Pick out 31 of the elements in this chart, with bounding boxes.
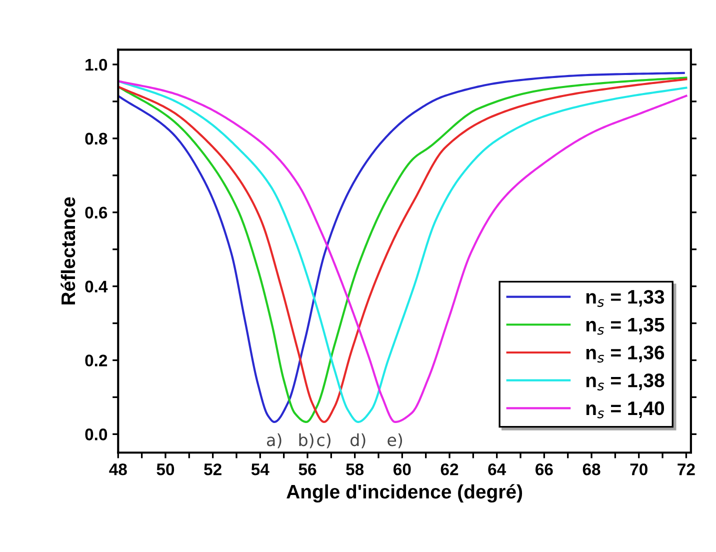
x-tick-label: 68: [582, 463, 600, 476]
x-tick-label: 54: [251, 464, 270, 476]
x-tick-label: 52: [204, 463, 222, 476]
legend-label: n$_{s}$ = 1,36: [586, 346, 664, 363]
x-tick-label: 62: [440, 463, 458, 476]
x-tick-label: 58: [346, 463, 364, 476]
legend-label: n$_{s}$ = 1,38: [586, 374, 664, 390]
y-tick-label: 0.8: [85, 132, 108, 145]
annotation: e): [388, 433, 402, 448]
y-tick-label: 0.4: [85, 280, 108, 292]
x-tick-label: 48: [109, 463, 127, 476]
annotation: b): [299, 433, 314, 448]
x-tick-label: 60: [394, 463, 411, 476]
x-tick-label: 50: [156, 463, 174, 476]
x-tick-label: 64: [488, 463, 506, 476]
annotation: c): [317, 433, 330, 448]
y-tick-label: 0.6: [85, 206, 108, 219]
y-tick-label: 0.2: [85, 354, 108, 366]
y-tick-label: 1.0: [86, 58, 108, 71]
annotation: a): [267, 433, 282, 448]
x-tick-label: 72: [678, 463, 695, 476]
annotation: d): [350, 433, 366, 448]
legend-label: n$_{s}$ = 1,35: [586, 318, 664, 335]
x-tick-label: 70: [630, 463, 648, 476]
y-tick-label: 0.0: [85, 428, 108, 440]
legend-label: n$_{s}$ = 1,33: [586, 290, 664, 307]
x-tick-label: 56: [298, 463, 316, 476]
y-axis-title: Réflectance: [60, 197, 76, 304]
x-axis-title: Angle d'incidence (degré): [286, 484, 522, 503]
legend-label: n$_{s}$ = 1,40: [586, 401, 664, 418]
x-tick-label: 66: [536, 463, 553, 476]
